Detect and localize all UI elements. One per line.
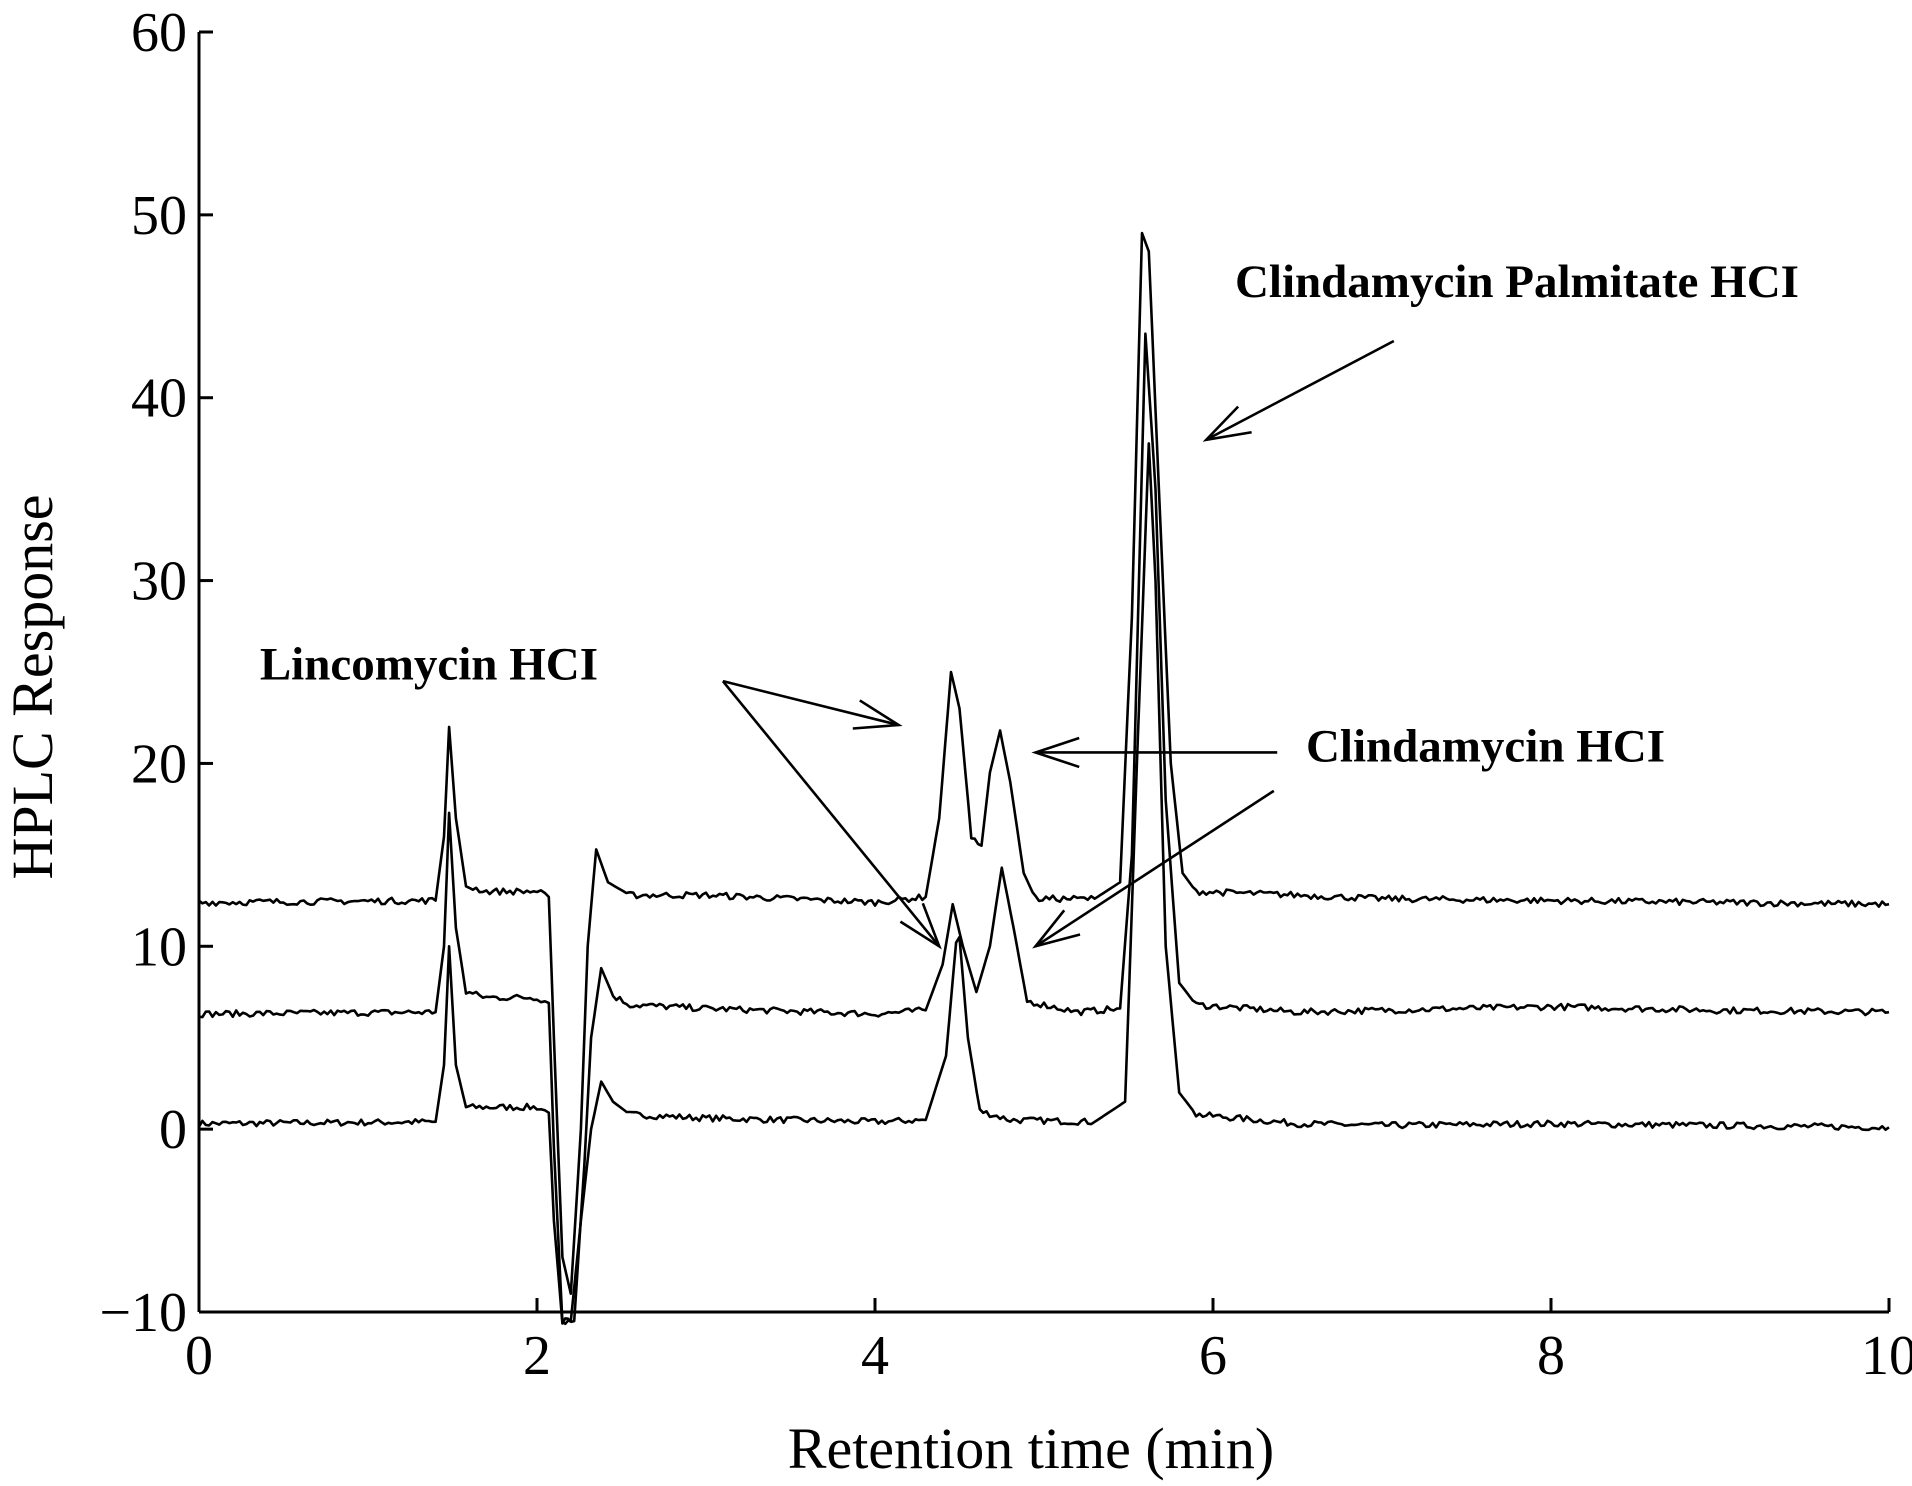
annotation-arrow	[1205, 339, 1395, 441]
y-tick-label: 40	[131, 368, 187, 430]
annotation-arrow-head	[852, 699, 903, 730]
annotation-label: Clindamycin Palmitate HCI	[1235, 256, 1799, 308]
x-tick-label: 6	[1199, 1325, 1227, 1387]
x-tick-label: 4	[861, 1325, 889, 1387]
traces	[197, 231, 1890, 1326]
y-axis-title: HPLC Response	[0, 494, 65, 879]
y-tick-label: 10	[131, 916, 187, 978]
annotation-arrow	[721, 680, 941, 948]
annotation-arrow-head	[1202, 405, 1252, 442]
y-tick-label: 0	[159, 1099, 187, 1161]
chromatogram-trace-1	[197, 442, 1890, 1325]
annotation-arrow	[722, 679, 899, 727]
y-tick-label: 30	[131, 551, 187, 613]
annotation-arrow	[1034, 789, 1275, 948]
chromatogram-trace-3	[198, 231, 1890, 1295]
x-tick-label: 10	[1861, 1325, 1912, 1387]
annotation-label: Clindamycin HCI	[1306, 721, 1665, 773]
chromatogram-trace-2	[198, 332, 1890, 1326]
annotation-arrow-head	[899, 902, 942, 950]
annotation-label: Lincomycin HCI	[260, 638, 598, 690]
y-tick-label: 50	[131, 185, 187, 247]
y-tick-label: 60	[131, 2, 187, 64]
annotations: Clindamycin Palmitate HCI Lincomycin HCI C…	[260, 256, 1799, 950]
y-tick-label: −10	[99, 1282, 187, 1344]
x-axis-title: Retention time (min)	[788, 1416, 1274, 1481]
annotation-arrow-head	[1032, 909, 1081, 949]
y-tick-label: 20	[131, 733, 187, 795]
x-tick-label: 8	[1537, 1325, 1565, 1387]
x-tick-label: 0	[185, 1325, 213, 1387]
x-tick-label: 2	[523, 1325, 551, 1387]
annotation-arrow-head	[1031, 736, 1080, 769]
